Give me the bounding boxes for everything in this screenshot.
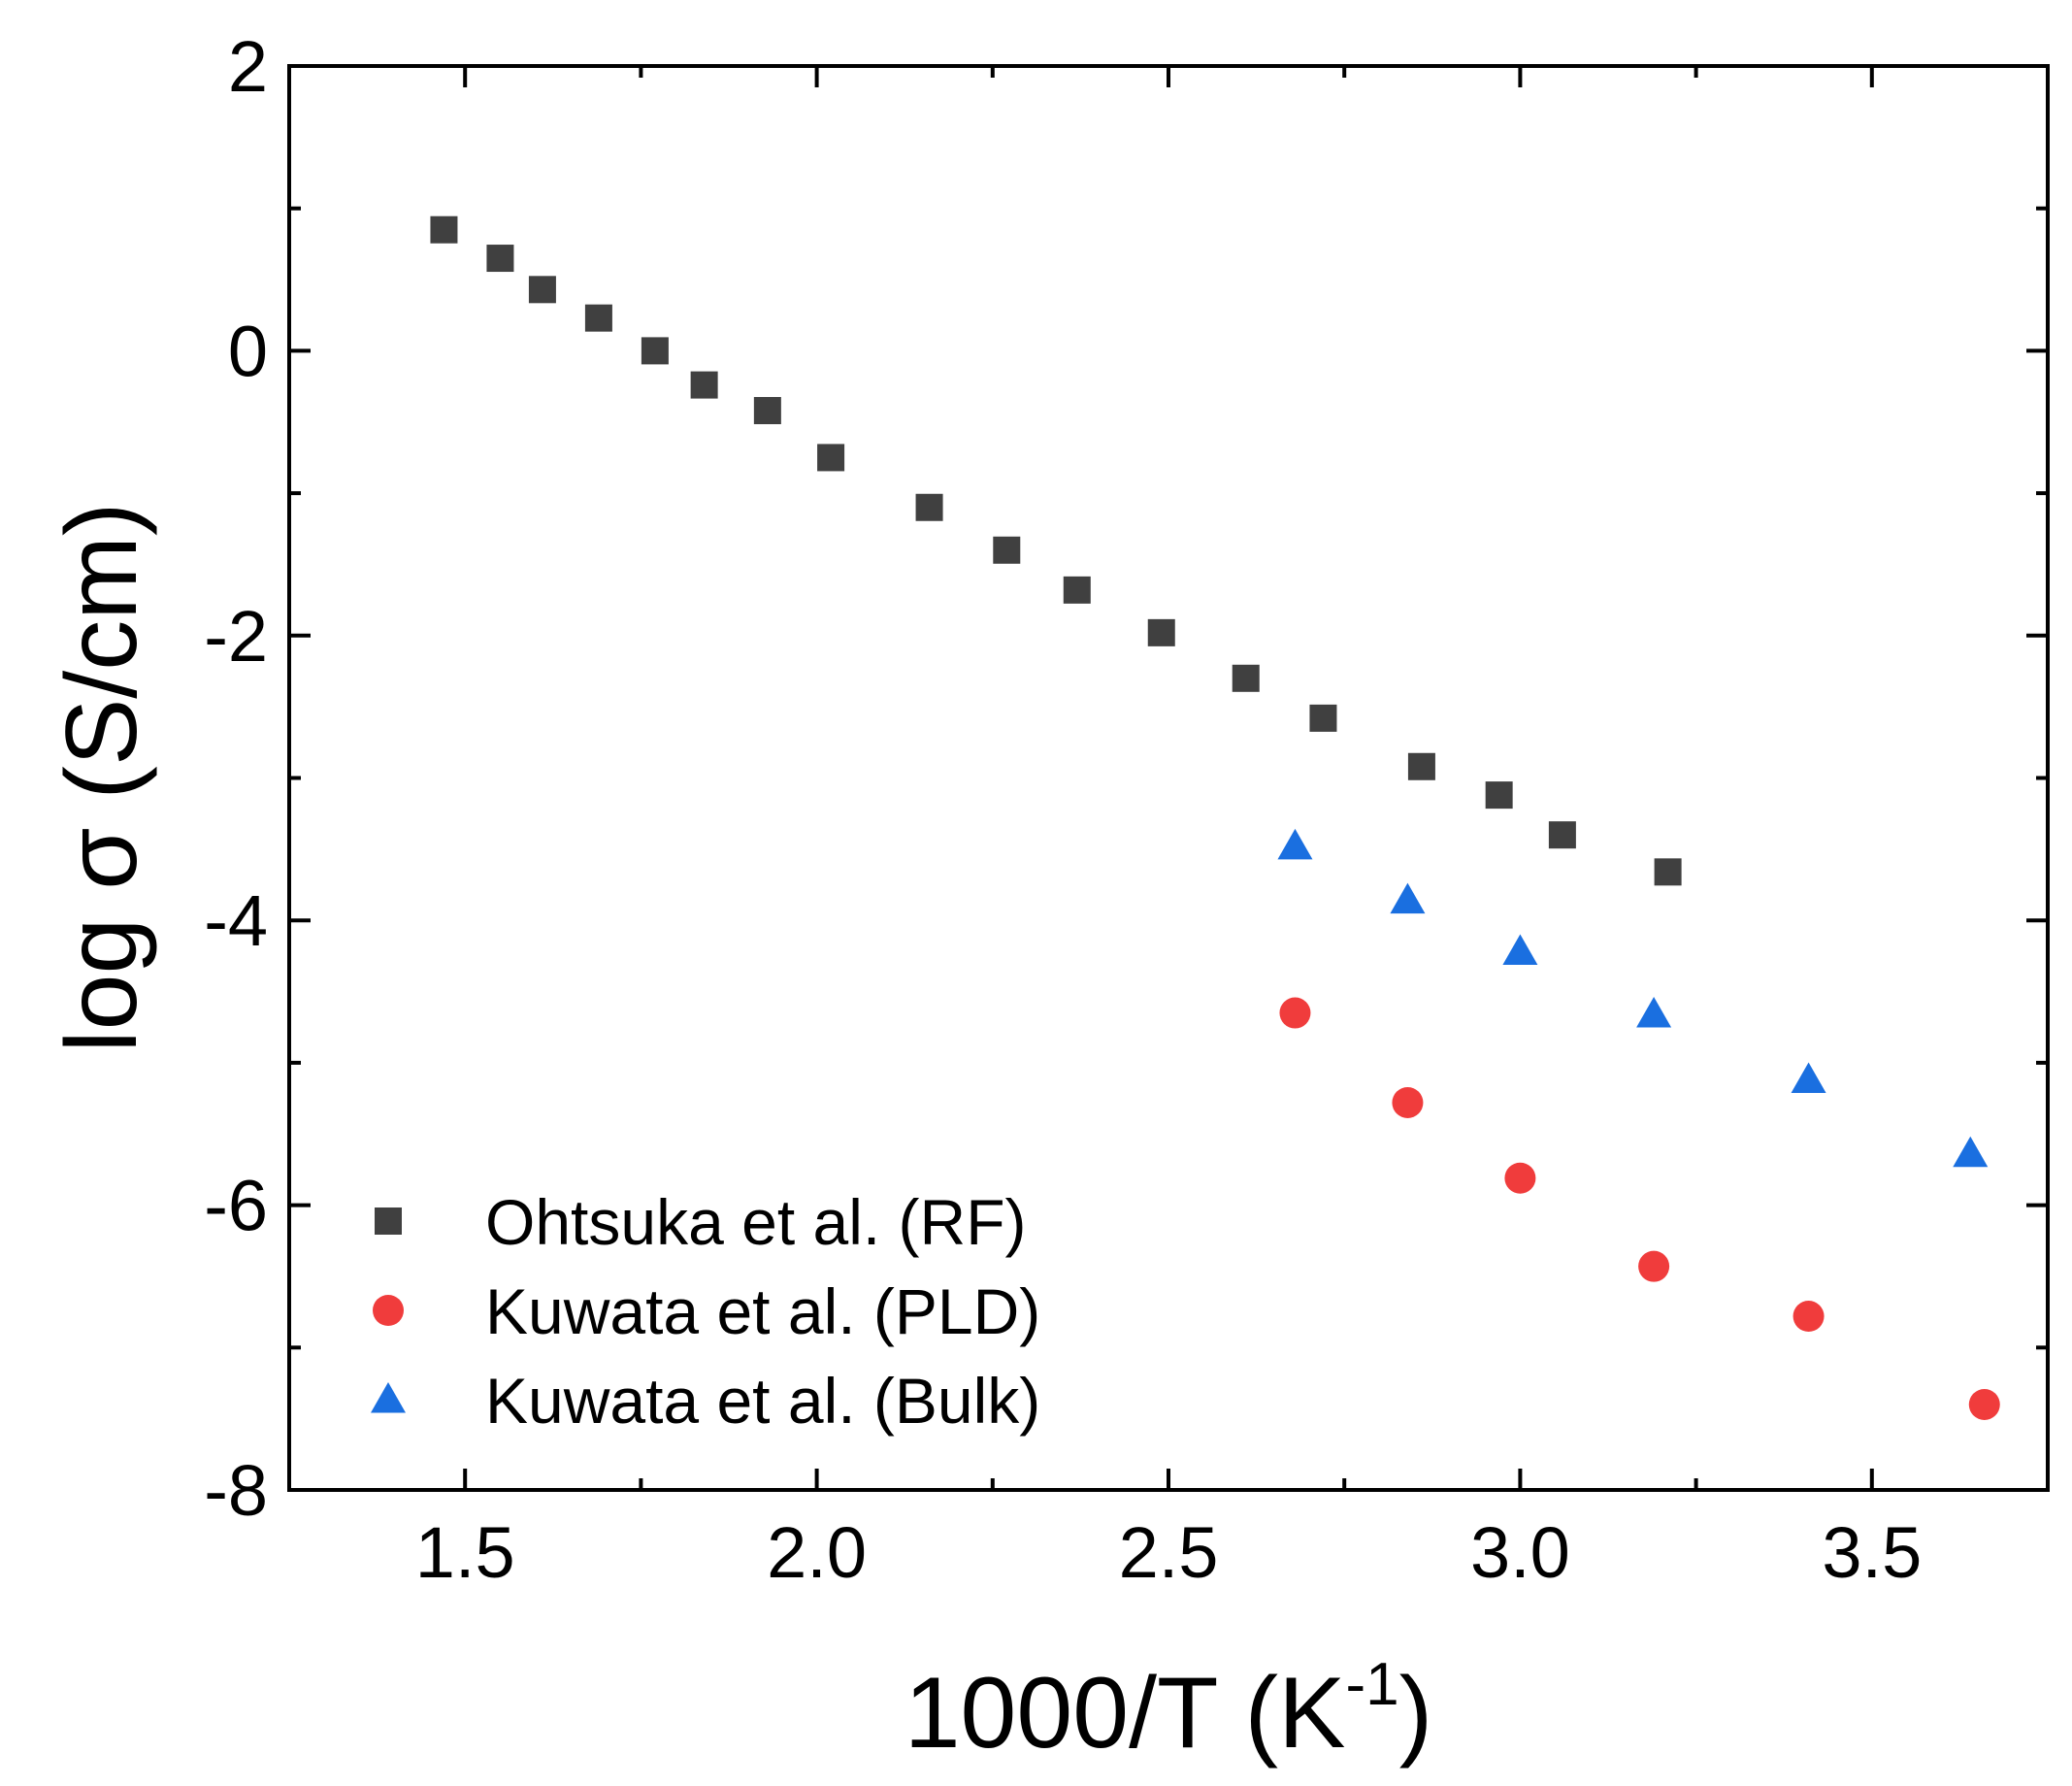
y-tick-label: -6: [204, 1166, 268, 1246]
y-tick-label: -4: [204, 880, 268, 961]
y-tick-label: 0: [228, 311, 268, 391]
square-point: [1485, 781, 1513, 810]
x-tick-label: 1.5: [415, 1512, 515, 1593]
legend-label: Kuwata et al. (Bulk): [485, 1365, 1040, 1437]
circle-point: [1279, 997, 1311, 1029]
legend-circle-icon: [373, 1295, 404, 1326]
x-axis-title-superscript: -1: [1346, 1651, 1399, 1718]
data-points: [430, 215, 2000, 1420]
square-point: [1232, 664, 1260, 692]
legend-triangle-icon: [371, 1382, 406, 1413]
square-point: [993, 536, 1021, 564]
x-tick-label: 3.5: [1822, 1512, 1922, 1593]
square-point: [915, 493, 943, 521]
x-axis-title-main: 1000/T (K: [904, 1657, 1346, 1769]
y-tick-label: -8: [204, 1450, 268, 1531]
series-2: [1279, 997, 2000, 1420]
square-point: [486, 245, 514, 273]
triangle-point: [1953, 1136, 1989, 1168]
series-1: [430, 215, 1682, 886]
axis-ticks: [287, 64, 2050, 1492]
circle-point: [1392, 1086, 1424, 1118]
square-point: [1654, 858, 1682, 886]
legend-item: Kuwata et al. (PLD): [373, 1275, 1040, 1347]
circle-point: [1968, 1388, 2000, 1420]
x-axis-title: 1000/T (K-1): [904, 1651, 1433, 1769]
triangle-point: [1636, 997, 1672, 1028]
circle-point: [1504, 1162, 1536, 1194]
x-axis-title-close: ): [1399, 1657, 1433, 1769]
square-point: [1147, 618, 1175, 646]
square-point: [1407, 752, 1435, 780]
legend-square-icon: [375, 1207, 402, 1235]
x-tick-label: 3.0: [1470, 1512, 1570, 1593]
triangle-point: [1277, 828, 1313, 860]
square-point: [528, 276, 556, 304]
square-point: [753, 397, 781, 425]
square-point: [430, 215, 458, 244]
y-axis-title: log σ (S/cm): [46, 503, 158, 1053]
square-point: [690, 371, 718, 399]
triangle-point: [1502, 934, 1538, 965]
square-point: [1063, 576, 1091, 604]
square-point: [641, 337, 669, 365]
circle-point: [1792, 1301, 1825, 1333]
square-point: [1548, 821, 1576, 849]
circle-point: [1638, 1250, 1670, 1282]
triangle-point: [1791, 1062, 1826, 1094]
axis-tick-labels: 1.5 2.0 2.5 3.0 3.5 -8 -6 -4 -2 0 2: [204, 26, 1922, 1593]
x-tick-label: 2.5: [1119, 1512, 1219, 1593]
y-tick-label: 2: [228, 26, 268, 107]
legend-item: Ohtsuka et al. (RF): [375, 1186, 1027, 1258]
legend-label: Ohtsuka et al. (RF): [485, 1186, 1027, 1258]
triangle-point: [1390, 882, 1426, 914]
legend-label: Kuwata et al. (PLD): [485, 1275, 1040, 1347]
series-3: [1277, 828, 1989, 1168]
legend: Ohtsuka et al. (RF) Kuwata et al. (PLD) Ku…: [371, 1186, 1040, 1437]
square-point: [817, 444, 845, 472]
square-point: [584, 304, 612, 332]
legend-item: Kuwata et al. (Bulk): [371, 1365, 1040, 1437]
x-tick-label: 2.0: [767, 1512, 867, 1593]
square-point: [1309, 704, 1337, 732]
y-tick-label: -2: [204, 596, 268, 677]
